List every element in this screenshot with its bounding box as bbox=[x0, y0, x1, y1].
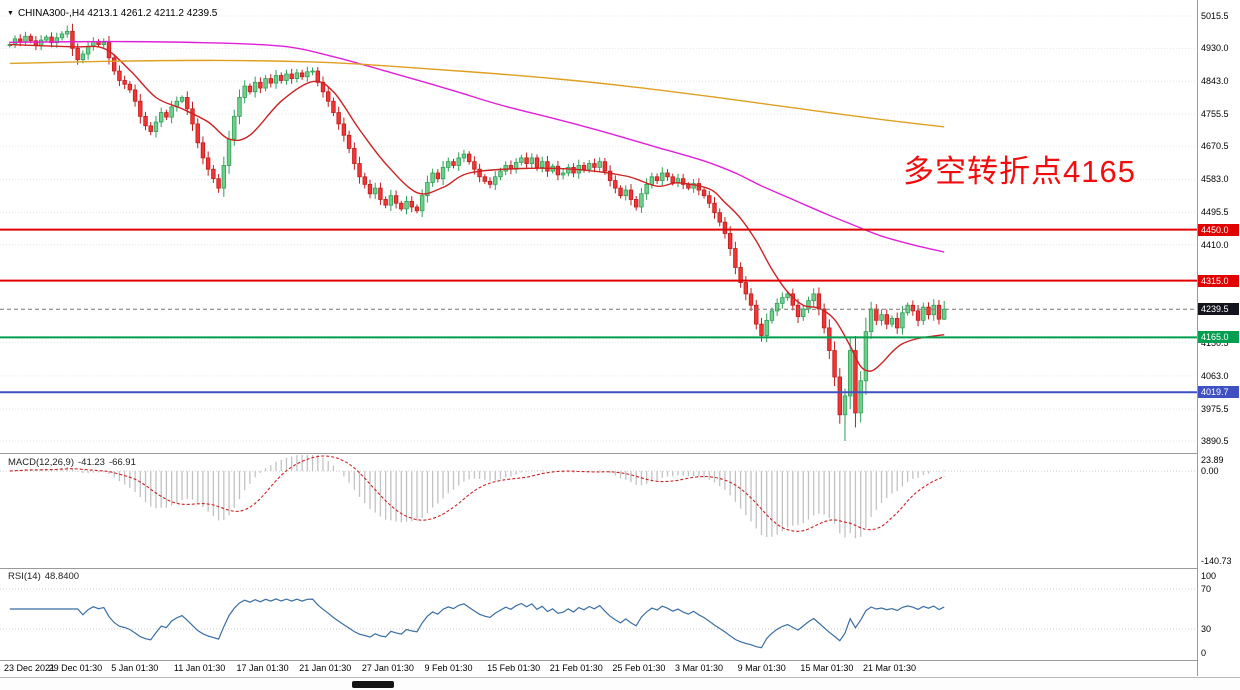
time-label-13: 15 Mar 01:30 bbox=[800, 663, 854, 673]
time-label-3: 11 Jan 01:30 bbox=[173, 663, 226, 673]
price-tick-4843.0: 4843.0 bbox=[1201, 76, 1229, 87]
rsi-tick-100: 100 bbox=[1201, 571, 1217, 581]
symbol-ohlc-label: ▼ CHINA300-,H4 4213.1 4261.2 4211.2 4239… bbox=[7, 8, 217, 19]
time-label-9: 21 Feb 01:30 bbox=[549, 663, 603, 673]
time-axis[interactable]: 23 Dec 2021 29 Dec 01:30 5 Jan 01:30 11 Jan… bbox=[0, 661, 1197, 676]
price-tick-4670.5: 4670.5 bbox=[1201, 141, 1229, 152]
time-label-11: 3 Mar 01:30 bbox=[675, 663, 724, 673]
ma-mid-line bbox=[9, 40, 945, 253]
rsi-title: RSI(14) bbox=[8, 571, 41, 582]
time-label-8: 15 Feb 01:30 bbox=[487, 663, 541, 673]
macd-tick-23.89: 23.89 bbox=[1201, 455, 1224, 465]
chart-annotation-text: 多空转折点4165 bbox=[903, 154, 1136, 189]
macd-tick-0.00: 0.00 bbox=[1201, 466, 1219, 477]
candles-layer bbox=[7, 23, 947, 442]
price-label-box-4165.0: 4165.0 bbox=[1198, 331, 1239, 344]
macd-signal-line bbox=[9, 455, 945, 532]
chart-scrollbar-track[interactable] bbox=[0, 677, 1240, 690]
price-tick-4755.5: 4755.5 bbox=[1201, 109, 1229, 120]
price-label-box-4315.0: 4315.0 bbox=[1198, 274, 1239, 287]
symbol-ohlc-text: CHINA300-,H4 4213.1 4261.2 4211.2 4239.5 bbox=[17, 8, 218, 19]
rsi-value: 48.8400 bbox=[44, 571, 80, 582]
time-label-1: 29 Dec 01:30 bbox=[48, 663, 103, 673]
macd-value-signal: -66.91 bbox=[108, 457, 136, 468]
time-label-0: 23 Dec 2021 bbox=[4, 663, 56, 673]
price-tick-3890.5: 3890.5 bbox=[1201, 436, 1229, 447]
time-label-5: 21 Jan 01:30 bbox=[299, 663, 352, 673]
price-chart-panel[interactable] bbox=[0, 0, 1197, 452]
time-label-14: 21 Mar 01:30 bbox=[862, 663, 916, 673]
rsi-line bbox=[9, 598, 945, 649]
macd-panel[interactable] bbox=[0, 454, 1197, 567]
collapse-arrow-icon[interactable]: ▼ bbox=[7, 10, 14, 17]
macd-title: MACD(12,26,9) bbox=[8, 457, 74, 468]
price-label-box-4450.0: 4450.0 bbox=[1198, 223, 1239, 236]
price-label-box-4019.7: 4019.7 bbox=[1198, 386, 1239, 399]
time-label-6: 27 Jan 01:30 bbox=[361, 663, 414, 673]
price-tick-3975.5: 3975.5 bbox=[1201, 403, 1229, 414]
macd-tick--140.73: -140.73 bbox=[1201, 556, 1232, 566]
rsi-indicator-label: RSI(14) 48.8400 bbox=[8, 571, 83, 582]
price-tick-4063.0: 4063.0 bbox=[1201, 370, 1229, 381]
macd-indicator-label: MACD(12,26,9) -41.23 -66.91 bbox=[8, 457, 140, 468]
price-tick-4495.5: 4495.5 bbox=[1201, 207, 1229, 218]
price-tick-4930.0: 4930.0 bbox=[1201, 43, 1229, 54]
price-axis[interactable]: 5015.5 4930.0 4843.0 4755.5 4670.5 4583.0 4495… bbox=[1198, 0, 1240, 676]
ma-slow-line bbox=[9, 59, 945, 128]
ma-fast-line bbox=[9, 43, 945, 372]
time-label-12: 9 Mar 01:30 bbox=[737, 663, 786, 673]
time-label-7: 9 Feb 01:30 bbox=[424, 663, 473, 673]
time-label-10: 25 Feb 01:30 bbox=[612, 663, 666, 673]
price-tick-4410.0: 4410.0 bbox=[1201, 239, 1229, 250]
macd-value-main: -41.23 bbox=[78, 457, 105, 468]
time-label-4: 17 Jan 01:30 bbox=[236, 663, 289, 673]
time-label-2: 5 Jan 01:30 bbox=[111, 663, 159, 673]
rsi-tick-70: 70 bbox=[1201, 584, 1212, 594]
rsi-tick-0: 0 bbox=[1201, 648, 1207, 658]
macd-histogram bbox=[14, 455, 945, 539]
price-tick-4583.0: 4583.0 bbox=[1201, 174, 1229, 185]
price-tick-5015.5: 5015.5 bbox=[1201, 11, 1229, 22]
chart-scrollbar-thumb[interactable] bbox=[352, 681, 394, 688]
rsi-panel[interactable] bbox=[0, 569, 1197, 659]
current-price-label-box: 4239.5 bbox=[1198, 303, 1239, 316]
rsi-tick-30: 30 bbox=[1201, 624, 1212, 634]
